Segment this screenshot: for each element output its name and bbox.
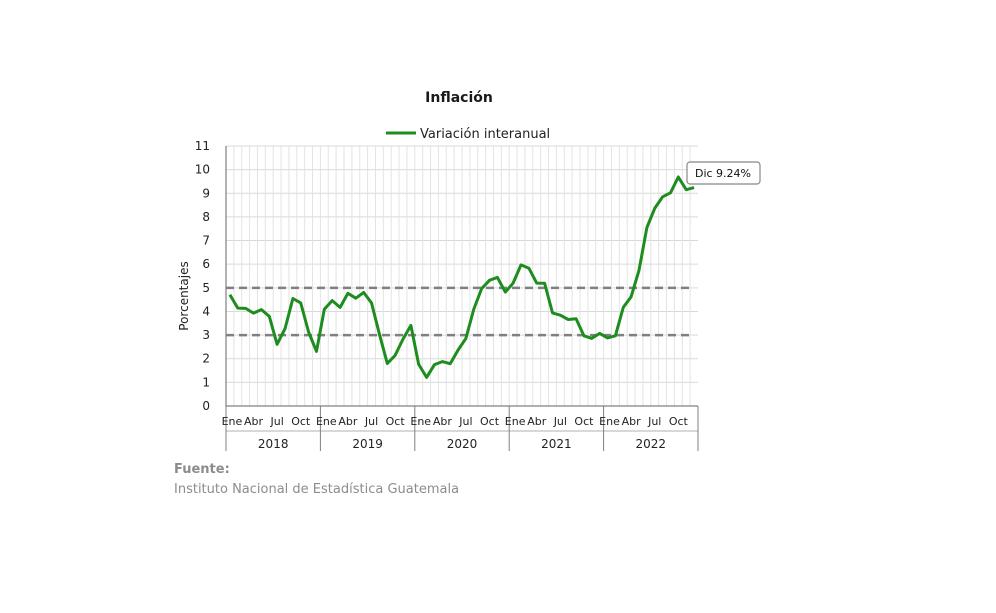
series-layer bbox=[228, 175, 695, 379]
annotation-box bbox=[686, 161, 761, 185]
x-tick-label: Jul bbox=[364, 415, 378, 428]
x-tick-label: Jul bbox=[269, 415, 283, 428]
source-text: Instituto Nacional de Estadística Guatem… bbox=[174, 482, 460, 497]
y-tick-labels: 0 1 2 3 4 5 6 7 8 9 10 11 bbox=[195, 139, 210, 413]
x-tick-label: Abr bbox=[338, 415, 358, 428]
y-tick-label: 1 bbox=[202, 375, 210, 389]
x-tick-label: Abr bbox=[244, 415, 264, 428]
y-tick-label: 2 bbox=[202, 352, 210, 366]
y-axis-label: Porcentajes bbox=[177, 261, 191, 330]
x-tick-label: Jul bbox=[458, 415, 472, 428]
x-tick-label: Oct bbox=[574, 415, 594, 428]
y-tick-label: 3 bbox=[202, 328, 210, 342]
x-tick-label: Ene bbox=[410, 415, 431, 428]
y-tick-label: 4 bbox=[202, 304, 210, 318]
x-tick-label: Oct bbox=[386, 415, 406, 428]
y-tick-label: 9 bbox=[202, 186, 210, 200]
year-label: 2018 bbox=[258, 437, 289, 451]
chart-title: Inflación bbox=[425, 90, 493, 106]
source-label: Fuente: bbox=[174, 462, 230, 477]
annotation-text: Dic 9.24% bbox=[695, 167, 751, 180]
y-tick-label: 8 bbox=[202, 210, 210, 224]
x-tick-label: Jul bbox=[553, 415, 567, 428]
x-tick-label: Ene bbox=[316, 415, 337, 428]
x-tick-label: Abr bbox=[433, 415, 453, 428]
y-tick-label: 5 bbox=[202, 281, 210, 295]
gridlines bbox=[226, 145, 698, 406]
legend-label: Variación interanual bbox=[420, 127, 550, 142]
annotation-callout: Dic 9.24% bbox=[686, 161, 761, 185]
y-tick-label: 0 bbox=[202, 399, 210, 413]
x-tick-label: Jul bbox=[647, 415, 661, 428]
year-label: 2022 bbox=[636, 437, 667, 451]
year-label: 2019 bbox=[352, 437, 383, 451]
series-line bbox=[228, 175, 695, 379]
axes bbox=[225, 146, 699, 451]
year-label: 2020 bbox=[447, 437, 478, 451]
y-tick-label: 10 bbox=[195, 163, 210, 177]
x-tick-label: Abr bbox=[527, 415, 547, 428]
x-tick-label: Oct bbox=[669, 415, 689, 428]
legend: Variación interanual bbox=[386, 127, 550, 142]
x-tick-label: Oct bbox=[480, 415, 500, 428]
y-tick-label: 6 bbox=[202, 257, 210, 271]
x-tick-label: Ene bbox=[222, 415, 243, 428]
year-label: 2021 bbox=[541, 437, 572, 451]
y-tick-label: 7 bbox=[202, 234, 210, 248]
x-tick-label: Abr bbox=[622, 415, 642, 428]
x-tick-label: Ene bbox=[505, 415, 526, 428]
y-tick-label: 11 bbox=[195, 139, 210, 153]
x-tick-label: Ene bbox=[599, 415, 620, 428]
x-tick-label: Oct bbox=[291, 415, 311, 428]
